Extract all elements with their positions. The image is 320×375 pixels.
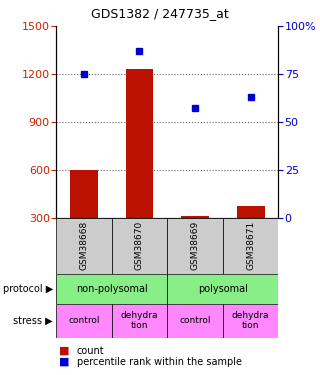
Text: GSM38669: GSM38669 — [190, 221, 199, 270]
Text: non-polysomal: non-polysomal — [76, 284, 148, 294]
Bar — [112, 217, 167, 274]
Bar — [56, 304, 112, 338]
Text: GSM38670: GSM38670 — [135, 221, 144, 270]
Text: protocol ▶: protocol ▶ — [3, 284, 53, 294]
Bar — [237, 206, 265, 218]
Text: GSM38668: GSM38668 — [79, 221, 88, 270]
Text: dehydra
tion: dehydra tion — [121, 311, 158, 330]
Text: GDS1382 / 247735_at: GDS1382 / 247735_at — [91, 8, 229, 21]
Bar — [112, 304, 167, 338]
Text: stress ▶: stress ▶ — [13, 316, 53, 326]
Text: count: count — [77, 346, 104, 355]
Text: GSM38671: GSM38671 — [246, 221, 255, 270]
Text: dehydra
tion: dehydra tion — [232, 311, 269, 330]
Text: control: control — [179, 316, 211, 325]
Bar — [167, 217, 223, 274]
Text: control: control — [68, 316, 100, 325]
Bar — [56, 274, 167, 304]
Bar — [125, 69, 153, 218]
Bar — [167, 274, 278, 304]
Bar — [167, 304, 223, 338]
Text: ■: ■ — [59, 346, 70, 355]
Bar — [181, 216, 209, 217]
Bar — [223, 304, 278, 338]
Bar — [56, 217, 112, 274]
Bar — [70, 170, 98, 217]
Text: ■: ■ — [59, 357, 70, 367]
Text: percentile rank within the sample: percentile rank within the sample — [77, 357, 242, 367]
Bar — [223, 217, 278, 274]
Text: polysomal: polysomal — [198, 284, 248, 294]
